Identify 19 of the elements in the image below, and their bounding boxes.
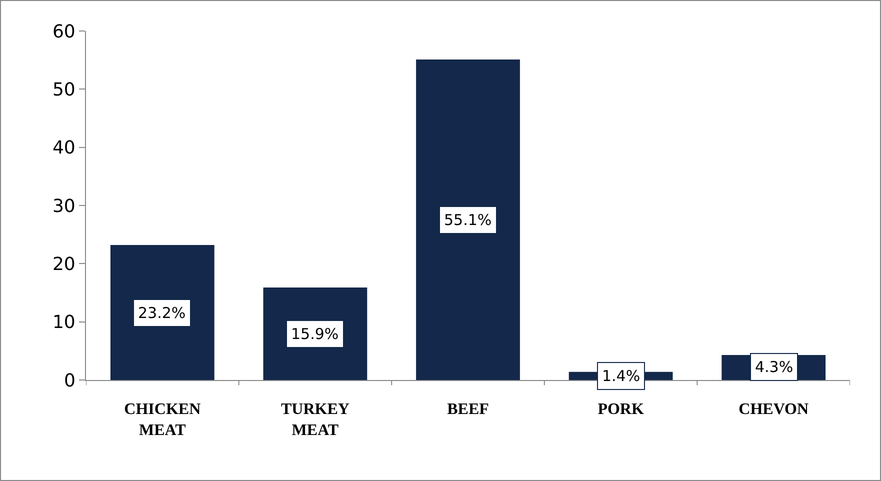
x-tick-label: TURKEY MEAT xyxy=(280,401,350,439)
data-label: 23.2% xyxy=(138,304,186,322)
y-tick-label: 40 xyxy=(52,138,76,159)
y-tick-label: 50 xyxy=(52,79,76,100)
data-label: 55.1% xyxy=(444,211,492,229)
bar xyxy=(416,60,520,380)
y-tick-label: 10 xyxy=(52,312,76,334)
x-tick-label: PORK xyxy=(598,401,644,418)
data-label: 4.3% xyxy=(755,358,794,376)
data-label: 1.4% xyxy=(602,367,640,385)
x-tick-label: BEEF xyxy=(447,401,490,418)
y-tick-label: 60 xyxy=(52,21,76,42)
data-label: 15.9% xyxy=(291,325,339,343)
y-tick-label: 20 xyxy=(52,254,76,275)
bar xyxy=(110,245,214,380)
x-tick-label: CHICKEN MEAT xyxy=(124,401,202,439)
y-tick-label: 30 xyxy=(52,196,76,217)
y-tick-label: 0 xyxy=(64,370,76,392)
x-tick-label: CHEVON xyxy=(738,401,809,418)
